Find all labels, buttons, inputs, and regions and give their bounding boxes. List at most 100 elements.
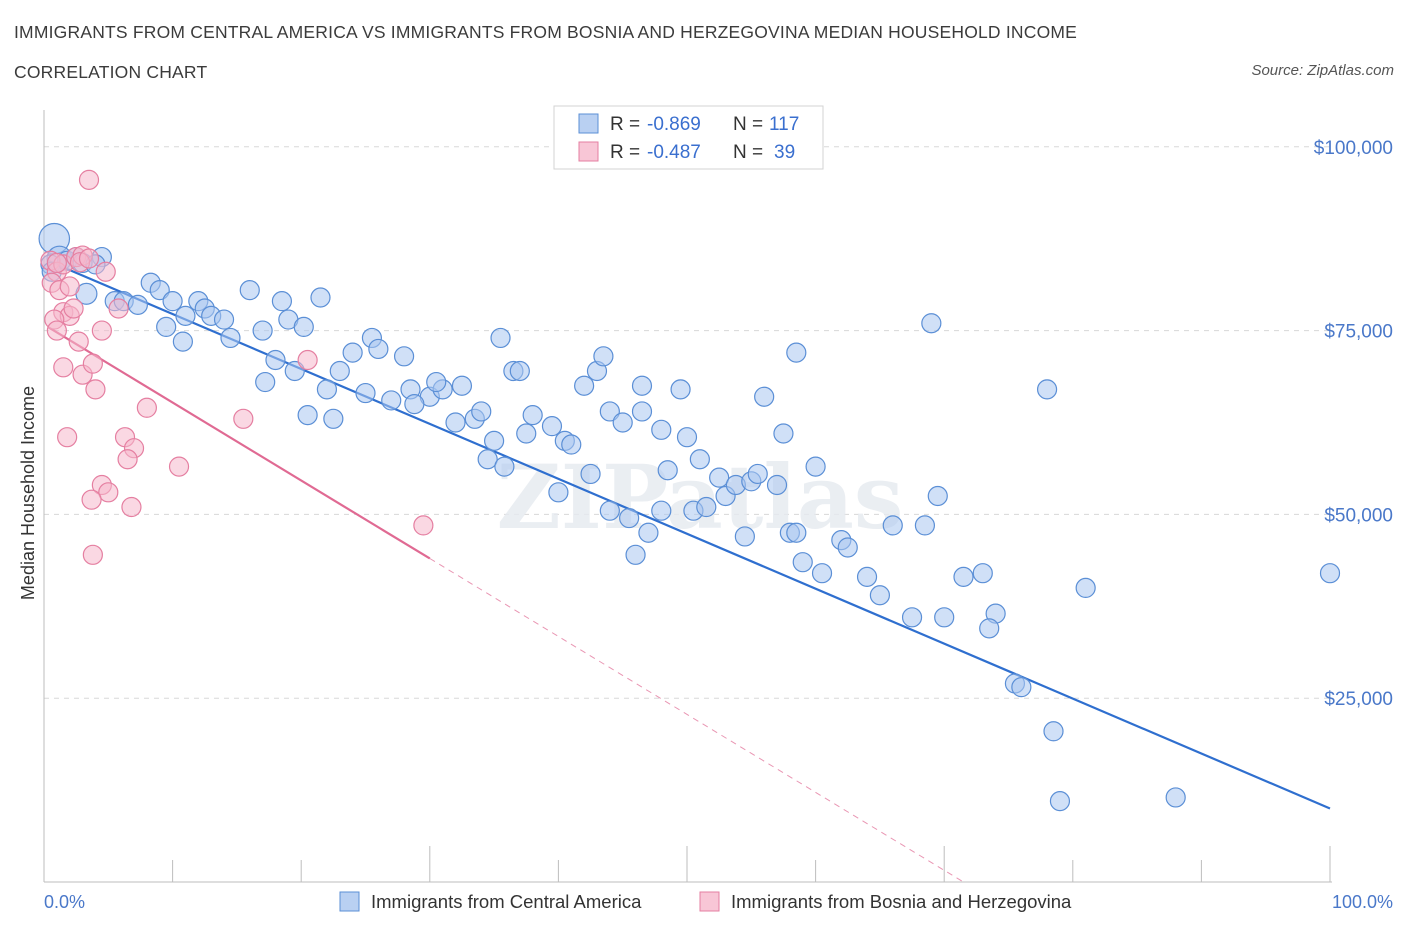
data-point-central-america <box>381 390 402 411</box>
data-point-bosnia-herzegovina <box>136 397 157 418</box>
data-point-central-america <box>972 563 993 584</box>
data-point-bosnia-herzegovina <box>168 456 190 477</box>
data-point-central-america <box>805 456 826 477</box>
data-point-central-america <box>747 463 768 485</box>
data-point-central-america <box>869 585 891 606</box>
legend-n-value-2: 39 <box>774 142 795 163</box>
data-point-central-america <box>255 371 276 393</box>
x-tick-label-min: 0.0% <box>44 892 85 912</box>
data-point-central-america <box>445 412 466 433</box>
data-point-bosnia-herzegovina <box>233 408 254 429</box>
data-point-central-america <box>631 401 653 422</box>
data-point-central-america <box>625 544 646 565</box>
trend-line-central-america <box>47 259 1331 810</box>
data-point-central-america <box>574 375 595 396</box>
data-point-central-america <box>220 327 241 349</box>
data-point-central-america <box>127 294 148 315</box>
legend-r-value-2: -0.487 <box>647 142 701 163</box>
data-point-central-america <box>1049 791 1071 812</box>
data-point-central-america <box>901 607 923 628</box>
data-point-central-america <box>541 416 563 437</box>
data-point-bosnia-herzegovina <box>121 496 142 518</box>
data-point-central-america <box>561 434 582 455</box>
trend-lines <box>47 259 1331 883</box>
data-point-central-america <box>471 401 492 422</box>
legend-r-value-1: -0.869 <box>647 114 701 135</box>
legend-n-value-1: 117 <box>769 114 799 135</box>
data-point-central-america <box>599 500 620 521</box>
legend-top: R = -0.869 N = 117 R = -0.487 N = 39 <box>553 105 824 170</box>
data-point-central-america <box>1011 677 1032 698</box>
data-point-central-america <box>631 375 653 396</box>
data-point-central-america <box>316 379 338 400</box>
data-point-central-america <box>426 371 447 393</box>
data-point-central-america <box>490 327 511 349</box>
trend-line-bosnia-herzegovina-extension <box>429 558 964 883</box>
points-central-america <box>38 222 1341 812</box>
data-point-central-america <box>310 287 331 308</box>
data-point-bosnia-herzegovina <box>78 248 100 269</box>
legend-r-label-2: R = <box>610 142 640 163</box>
data-point-central-america <box>612 412 633 433</box>
data-point-central-america <box>786 342 807 363</box>
data-point-central-america <box>837 537 858 558</box>
chart-subtitle: CORRELATION CHART <box>14 62 208 82</box>
data-point-central-america <box>252 320 273 341</box>
data-point-bosnia-herzegovina <box>108 298 129 319</box>
data-point-bosnia-herzegovina <box>57 427 78 448</box>
data-point-bosnia-herzegovina <box>95 261 116 282</box>
data-point-central-america <box>172 331 193 352</box>
data-point-central-america <box>934 607 955 628</box>
data-point-central-america <box>156 316 177 337</box>
data-point-central-america <box>516 423 537 444</box>
data-point-central-america <box>162 291 183 312</box>
data-point-central-america <box>342 342 363 363</box>
data-point-central-america <box>1075 577 1096 599</box>
data-point-central-america <box>265 349 286 371</box>
legend-bottom-label-pink: Immigrants from Bosnia and Herzegovina <box>731 891 1072 912</box>
data-point-bosnia-herzegovina <box>78 169 100 190</box>
y-axis-label: Median Household Income <box>18 386 38 600</box>
data-point-central-america <box>670 379 691 400</box>
data-point-bosnia-herzegovina <box>85 379 106 400</box>
data-point-central-america <box>271 291 293 312</box>
data-point-central-america <box>1043 721 1064 742</box>
data-point-central-america <box>522 405 543 426</box>
data-point-central-america <box>754 386 775 407</box>
legend-swatch-blue <box>578 113 599 134</box>
data-point-central-america <box>856 566 878 587</box>
data-point-central-america <box>509 360 530 382</box>
data-point-central-america <box>657 460 678 481</box>
data-point-central-america <box>580 463 601 485</box>
data-point-central-america <box>548 482 569 503</box>
data-point-central-america <box>329 360 350 382</box>
data-point-central-america <box>709 467 730 488</box>
data-point-bosnia-herzegovina <box>46 320 67 341</box>
data-point-central-america <box>293 316 314 337</box>
source-label: Source: ZipAtlas.com <box>1251 62 1394 79</box>
data-point-bosnia-herzegovina <box>46 252 67 274</box>
data-point-bosnia-herzegovina <box>82 544 103 565</box>
data-point-central-america <box>927 485 948 507</box>
data-point-bosnia-herzegovina <box>297 349 318 371</box>
data-point-central-america <box>914 515 936 536</box>
data-point-central-america <box>484 430 505 451</box>
data-point-bosnia-herzegovina <box>413 515 434 536</box>
legend-n-label-1: N = <box>733 114 763 135</box>
legend-n-label-2: N = <box>733 142 763 163</box>
data-point-central-america <box>1319 563 1341 584</box>
points-bosnia-herzegovina <box>40 169 434 565</box>
data-point-bosnia-herzegovina <box>59 276 80 297</box>
data-point-bosnia-herzegovina <box>117 449 138 470</box>
data-point-central-america <box>651 419 672 440</box>
y-tick-label: $75,000 <box>1324 322 1393 343</box>
trend-line-bosnia-herzegovina <box>47 325 431 560</box>
data-point-central-america <box>953 566 974 587</box>
data-point-central-america <box>638 522 659 543</box>
data-point-central-america <box>792 552 813 573</box>
legend-r-label-1: R = <box>610 114 640 135</box>
legend-swatch-pink <box>578 141 599 162</box>
legend-bottom: Immigrants from Central America Immigran… <box>339 891 1072 912</box>
data-point-central-america <box>882 515 903 536</box>
